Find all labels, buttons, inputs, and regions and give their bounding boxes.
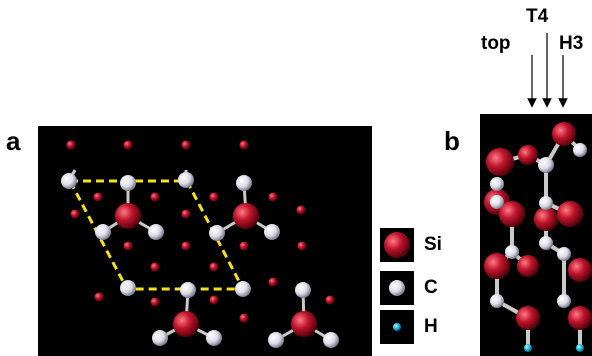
legend-item-h: H: [380, 310, 460, 346]
background-si-atoms: [66, 140, 335, 323]
site-arrows: [527, 33, 568, 108]
panel-a-top-view: [38, 126, 372, 356]
site-h3-label: H3: [559, 33, 584, 54]
legend-c-atom-icon: [389, 280, 405, 296]
legend-item-si: Si: [380, 228, 460, 264]
si-adatoms-a: [115, 203, 317, 337]
panel-b-side-view: [480, 114, 592, 356]
legend-si-atom-icon: [384, 232, 410, 258]
hydrogen-atoms-b: [524, 344, 584, 352]
site-top-label: top: [481, 33, 511, 54]
carbon-atoms-b: [490, 143, 587, 308]
legend-item-c: C: [380, 271, 460, 307]
legend-si-label: Si: [424, 234, 442, 255]
carbon-atoms-a: [61, 172, 339, 348]
panel-a-label: a: [6, 126, 21, 156]
site-t4-label: T4: [526, 6, 549, 27]
legend-swatches: [380, 228, 414, 344]
panel-b-label: b: [444, 126, 460, 156]
legend-h-atom-icon: [393, 323, 401, 331]
legend-c-label: C: [424, 277, 438, 298]
legend-h-label: H: [424, 316, 438, 337]
